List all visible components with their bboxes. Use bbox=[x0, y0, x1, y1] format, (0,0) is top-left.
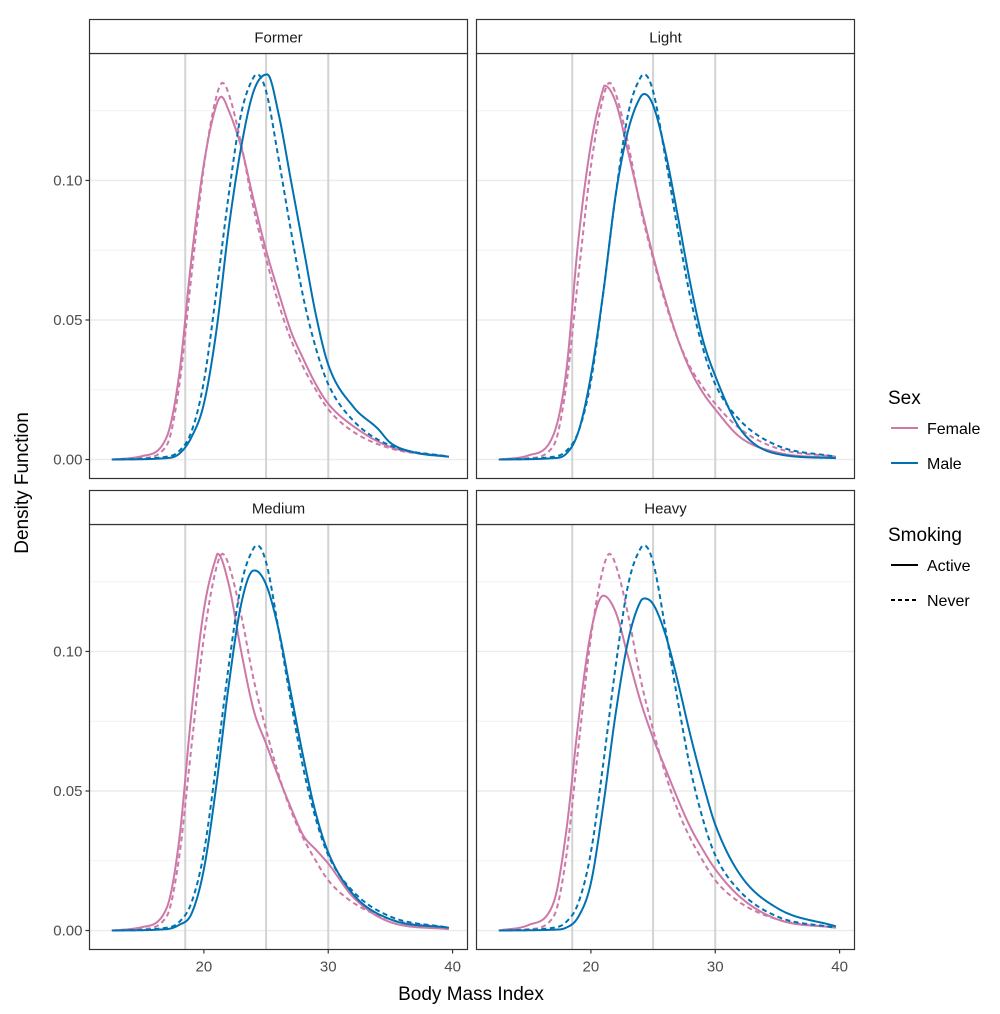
legend-label: Active bbox=[927, 558, 971, 575]
strip-label: Heavy bbox=[644, 501, 687, 518]
legend-smoking: Smoking Active Never bbox=[888, 525, 971, 610]
density-curve-male-never bbox=[498, 73, 837, 461]
panel-background bbox=[476, 53, 855, 479]
strip-background bbox=[475, 18, 856, 55]
legend-label: Never bbox=[927, 593, 970, 610]
legend-title: Sex bbox=[888, 388, 921, 409]
strip-label: Medium bbox=[252, 501, 305, 518]
density-curve-male-active bbox=[498, 92, 836, 461]
density-curve-female-active bbox=[111, 95, 450, 461]
density-curve-male-active bbox=[111, 569, 449, 932]
legend-label: Female bbox=[927, 421, 980, 438]
legend-title: Smoking bbox=[888, 525, 962, 546]
strip-background bbox=[475, 489, 856, 526]
density-curve-female-active bbox=[498, 594, 836, 932]
legend: Sex Female Male Smoking Active Never bbox=[888, 388, 980, 610]
density-curve-female-active bbox=[111, 552, 449, 932]
y-tick-label: 0.05 bbox=[53, 783, 82, 800]
x-axis-title: Body Mass Index bbox=[398, 984, 544, 1005]
facet-panels: Former 0.00 0.05 0.10 Light Medium 0.00 0.05 0.1… bbox=[53, 18, 856, 976]
y-axis-title: Density Function bbox=[12, 412, 33, 554]
strip-background bbox=[88, 489, 469, 526]
facet-panel-former: Former 0.00 0.05 0.10 bbox=[53, 18, 469, 480]
density-curve-male-active bbox=[498, 597, 837, 932]
x-tick-label: 30 bbox=[320, 959, 337, 976]
legend-sex: Sex Female Male bbox=[888, 388, 980, 473]
x-tick-label: 20 bbox=[196, 959, 213, 976]
y-tick-label: 0.00 bbox=[53, 452, 82, 469]
facet-panel-heavy: Heavy 20 30 40 bbox=[475, 489, 856, 976]
x-tick-label: 40 bbox=[444, 959, 461, 976]
y-tick-label: 0.10 bbox=[53, 643, 82, 660]
facet-panel-medium: Medium 0.00 0.05 0.10 20 30 40 bbox=[53, 489, 469, 976]
legend-label: Male bbox=[927, 456, 962, 473]
y-tick-label: 0.00 bbox=[53, 923, 82, 940]
facet-panel-light: Light bbox=[475, 18, 856, 480]
panel-background bbox=[89, 53, 468, 479]
y-tick-label: 0.10 bbox=[53, 172, 82, 189]
x-tick-label: 40 bbox=[831, 959, 848, 976]
density-curve-female-active bbox=[498, 84, 836, 461]
density-curve-female-never bbox=[111, 81, 449, 461]
strip-label: Light bbox=[649, 30, 682, 47]
x-tick-label: 30 bbox=[707, 959, 724, 976]
x-tick-label: 20 bbox=[583, 959, 600, 976]
panel-background bbox=[476, 524, 855, 950]
density-curve-female-never bbox=[498, 81, 836, 461]
strip-label: Former bbox=[254, 30, 302, 47]
strip-background bbox=[88, 18, 469, 55]
density-curve-male-active bbox=[111, 73, 449, 461]
panel-background bbox=[89, 524, 468, 950]
y-tick-label: 0.05 bbox=[53, 312, 82, 329]
density-curve-male-never bbox=[111, 73, 450, 461]
